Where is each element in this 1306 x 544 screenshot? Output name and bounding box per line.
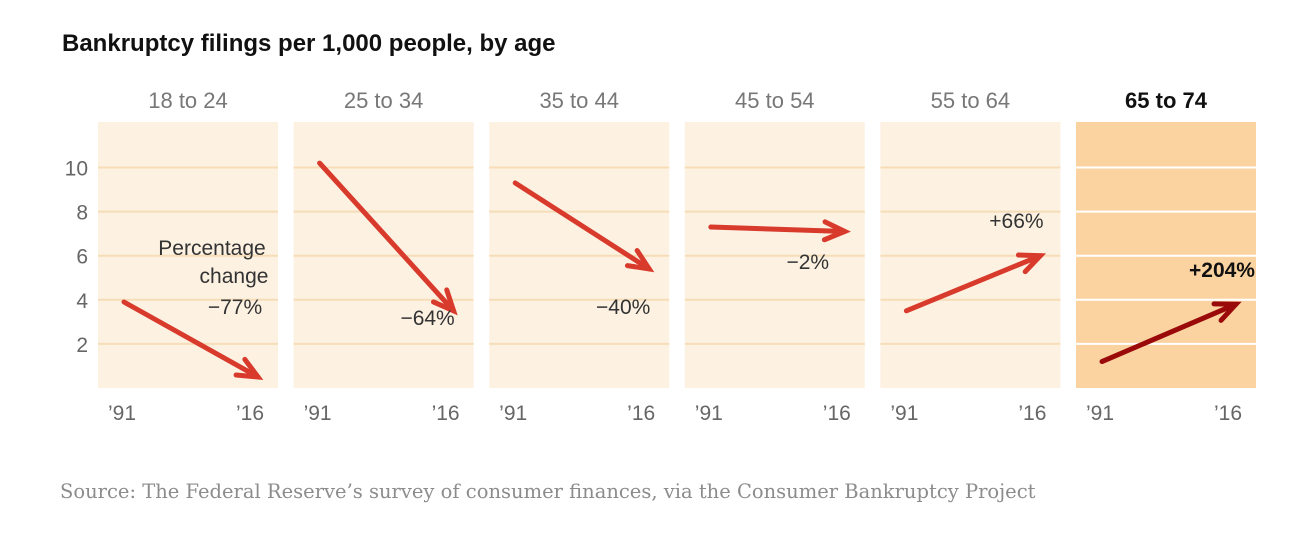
y-tick-label-10: 10 [65,158,88,181]
x-tick-label-end: ’16 [1018,402,1046,425]
x-tick-label-start: ’91 [499,402,527,425]
arrow-head [1015,252,1047,275]
change-label: −40% [596,296,650,319]
arrow-head [821,219,851,243]
panel-title: 18 to 24 [148,88,228,113]
x-tick-label-end: ’16 [1214,402,1242,425]
y-axis: 2 4 6 8 10 [65,158,89,357]
arrow-shaft [317,160,457,314]
change-label: −2% [786,251,829,274]
panel-title: 55 to 64 [931,88,1011,113]
arrow-head [430,287,458,316]
change-label: +66% [989,210,1043,233]
annotation-line-2: change [200,265,269,288]
x-tick-label-start: ’91 [108,402,136,425]
chart-title: Bankruptcy filings per 1,000 people, by … [62,30,556,57]
arrow-shaft [708,224,848,234]
y-tick-label-4: 4 [76,290,88,313]
x-tick-label-start: ’91 [304,402,332,425]
panel-45-to-54: 45 to 54 ’91 ’16 −2% [684,88,865,425]
arrow-shaft [903,253,1043,314]
x-tick-label-start: ’91 [890,402,918,425]
arrow-head [624,248,655,273]
x-tick-label-end: ’16 [432,402,460,425]
x-tick-label-end: ’16 [627,402,655,425]
arrow-shaft [1099,301,1239,365]
y-tick-label-2: 2 [76,334,88,357]
x-tick-label-end: ’16 [823,402,851,425]
arrow-shaft [512,180,652,272]
panel-35-to-44: 35 to 44 ’91 ’16 −40% [489,88,670,425]
panel-title: 65 to 74 [1125,88,1208,113]
panel-18-to-24: 18 to 24 ’91 ’16 −77% [98,88,278,425]
panel-55-to-64: 55 to 64 ’91 ’16 +66% [880,88,1061,425]
arrow-head [233,356,264,380]
panel-title: 35 to 44 [539,88,619,113]
y-tick-label-8: 8 [76,202,88,225]
arrow-head [1211,301,1242,323]
panel-65-to-74: 65 to 74 ’91 ’16 +204% [1076,88,1256,425]
x-tick-label-start: ’91 [1086,402,1114,425]
panel-title: 25 to 34 [344,88,424,113]
annotation: Percentage change [158,237,268,288]
arrow-shaft [121,299,261,380]
y-tick-label-6: 6 [76,246,88,269]
source-note: Source: The Federal Reserve’s survey of … [60,480,1036,503]
panel-title: 45 to 54 [735,88,815,113]
change-label: −64% [400,307,454,330]
change-label: +204% [1189,259,1255,282]
change-label: −77% [208,296,262,319]
panel-25-to-34: 25 to 34 ’91 ’16 −64% [293,88,474,425]
x-tick-label-end: ’16 [236,402,264,425]
x-tick-label-start: ’91 [695,402,723,425]
annotation-line-1: Percentage [158,237,265,260]
panels: 18 to 24 ’91 ’16 −77% 25 to 34 ’91 ’16 −64% 35 t… [98,88,1256,425]
